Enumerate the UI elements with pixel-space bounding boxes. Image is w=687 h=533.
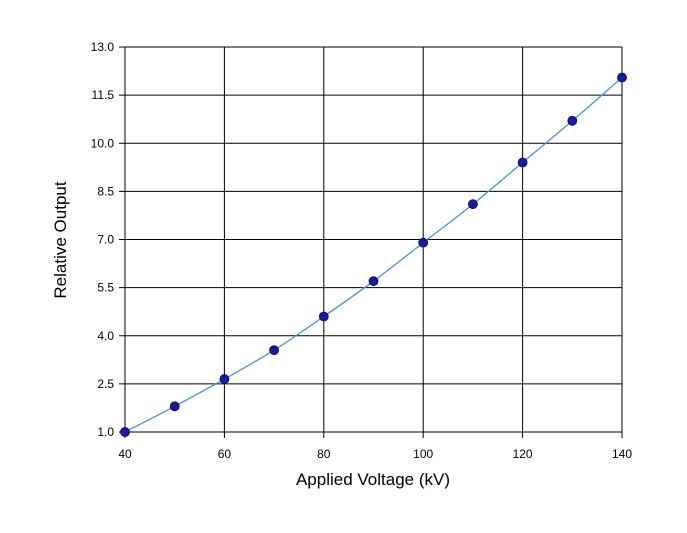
x-axis-label: Applied Voltage (kV) (296, 470, 450, 489)
data-point (418, 237, 429, 248)
data-point (467, 199, 478, 210)
data-point (269, 345, 280, 356)
x-tick-label: 100 (413, 447, 433, 461)
data-point (219, 374, 230, 384)
data-point (368, 276, 379, 287)
data-points (120, 72, 627, 437)
y-tick-labels: 1.0 2.5 4.0 5.5 7.0 8.5 10.0 11.5 13.0 (91, 40, 115, 439)
fit-line (124, 76, 623, 433)
data-point (617, 72, 627, 83)
y-tick-label: 8.5 (97, 184, 114, 198)
x-tick-label: 60 (218, 447, 232, 461)
y-tick-label: 2.5 (97, 377, 114, 391)
y-axis-label: Relative Output (51, 181, 70, 298)
data-point (567, 115, 578, 126)
y-tick-label: 10.0 (91, 136, 115, 150)
y-tick-label: 5.5 (97, 281, 114, 295)
x-tick-label: 80 (317, 447, 331, 461)
data-point (169, 401, 180, 412)
x-tick-label: 40 (118, 447, 132, 461)
data-point (318, 311, 329, 322)
data-point (517, 157, 528, 168)
x-tick-label: 120 (513, 447, 533, 461)
x-tick-label: 140 (612, 447, 632, 461)
grid (119, 46, 623, 438)
x-tick-labels: 40 60 80 100 120 140 (118, 447, 632, 461)
y-tick-label: 7.0 (97, 233, 114, 247)
data-point (120, 427, 130, 437)
y-tick-label: 4.0 (97, 329, 114, 343)
y-tick-label: 11.5 (92, 88, 115, 102)
y-tick-label: 13.0 (91, 40, 115, 54)
y-tick-label: 1.0 (97, 425, 114, 439)
